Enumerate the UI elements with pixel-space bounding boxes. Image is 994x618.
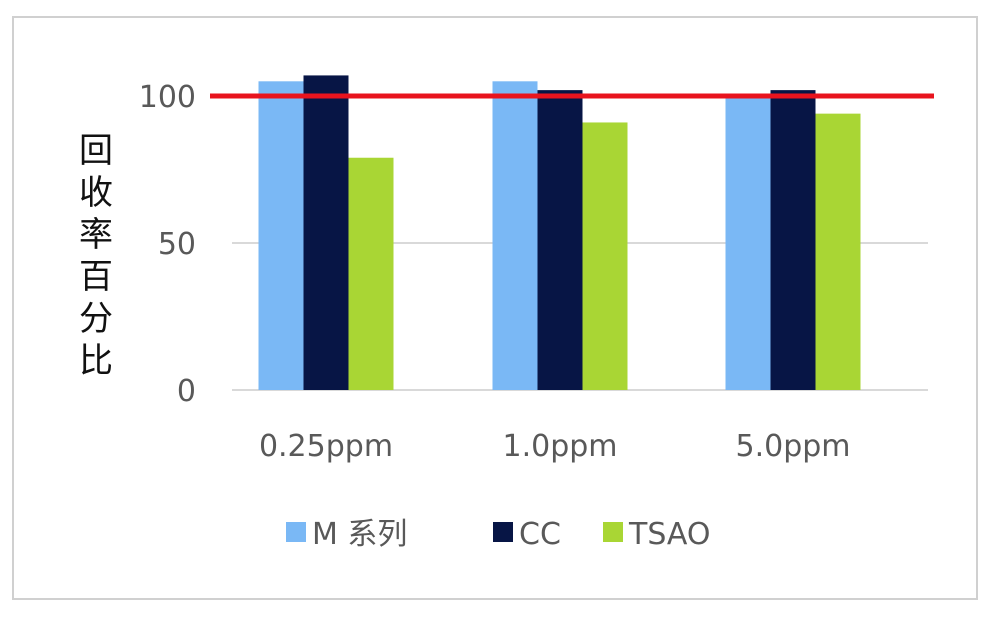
legend-swatch-CC bbox=[493, 522, 513, 542]
y-axis-label: 回收率百分比 bbox=[79, 131, 113, 381]
bar-5.0ppm-CC bbox=[770, 90, 816, 391]
legend-swatch-M 系列 bbox=[286, 522, 306, 542]
bar-1.0ppm-TSAO bbox=[582, 122, 628, 391]
bar-1.0ppm-CC bbox=[537, 90, 583, 391]
bar-0.25ppm-M 系列 bbox=[258, 81, 304, 391]
legend: M 系列 CC TSAO bbox=[286, 517, 711, 552]
legend-label: TSAO bbox=[628, 517, 711, 552]
y-tick-label: 0 bbox=[177, 374, 196, 409]
x-category-label: 5.0ppm bbox=[735, 429, 850, 464]
y-tick-label: 50 bbox=[158, 227, 196, 262]
x-category-labels: 0.25ppm 1.0ppm 5.0ppm bbox=[259, 429, 851, 464]
bar-5.0ppm-M 系列 bbox=[725, 96, 771, 390]
bars bbox=[258, 75, 861, 391]
legend-swatch-TSAO bbox=[603, 522, 623, 542]
y-axis-title: 回收率百分比 bbox=[79, 131, 113, 381]
legend-label: M 系列 bbox=[312, 517, 407, 552]
y-tick-label: 100 bbox=[139, 80, 196, 115]
bar-0.25ppm-TSAO bbox=[348, 157, 394, 390]
bar-0.25ppm-CC bbox=[303, 75, 349, 391]
bar-1.0ppm-M 系列 bbox=[492, 81, 538, 391]
legend-label: CC bbox=[519, 517, 561, 552]
x-category-label: 0.25ppm bbox=[259, 429, 393, 464]
bar-5.0ppm-TSAO bbox=[815, 113, 861, 390]
x-category-label: 1.0ppm bbox=[502, 429, 617, 464]
y-tick-labels: 0 50 100 bbox=[139, 80, 196, 409]
